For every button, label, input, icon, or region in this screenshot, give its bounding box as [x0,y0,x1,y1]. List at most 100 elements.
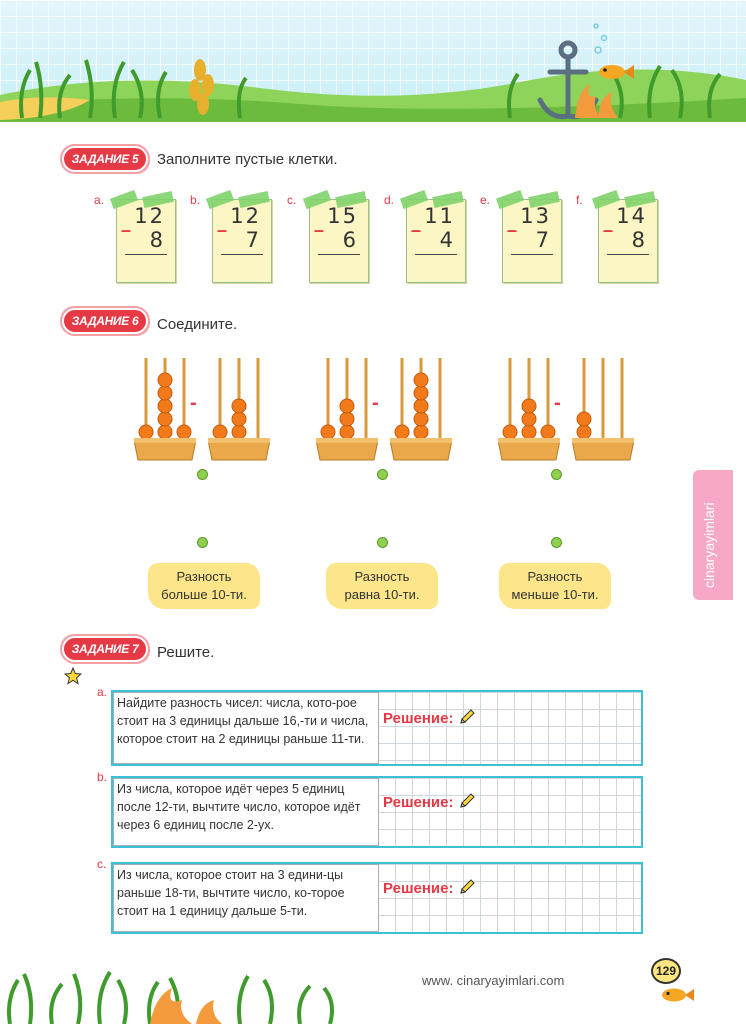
problem-label: c. [97,857,107,871]
solution-text: Решение: [383,794,454,811]
solution-label: Решение: [383,708,476,727]
abacus-bead [413,411,429,427]
difference-label-line: меньше 10-ти. [511,587,599,602]
minuend: 11 [424,204,455,228]
subtraction-card: –14 8 [591,189,658,283]
abacus-left [498,358,560,461]
solution-text: Решение: [383,710,454,727]
page-number: 129 [651,958,681,984]
abacus-bead [413,424,429,440]
abacus-bead [320,424,336,440]
pencil-icon [459,879,475,894]
minus-sign: – [314,220,325,240]
fish-icon [662,988,694,1002]
seabed-illustration [0,23,746,122]
abacus-bead [231,398,247,414]
difference-label-line: Разность [176,569,232,584]
difference-label[interactable]: Разность равна 10-ти. [326,563,438,609]
star-icon [64,667,82,685]
minus-sign: - [554,392,561,414]
problem-text: Из числа, которое стоит на 3 едини-цы ра… [117,868,345,918]
abacus-rod [144,358,148,440]
abacus-bead [502,424,518,440]
abacus-bead [231,411,247,427]
minuend: 13 [520,204,551,228]
minus-sign: – [507,220,518,240]
subtraction-card: –11 4 [399,189,466,283]
minuend: 12 [134,204,165,228]
connect-dot[interactable] [377,537,388,548]
abacus-rod [182,358,186,440]
abacus-rod [620,358,624,440]
difference-label[interactable]: Разность больше 10-ти. [148,563,260,609]
answer-grid[interactable] [378,778,641,846]
minuend: 14 [616,204,647,228]
task-instruction: Соедините. [157,316,238,333]
result-line [511,254,553,255]
problem-text: Найдите разность чисел: числа, кото-рое … [117,696,369,746]
solution-label: Решение: [383,792,476,811]
card-label: e. [480,193,491,207]
minus-sign: – [603,220,614,240]
connect-dot[interactable] [551,469,562,480]
publisher-side-tab: cinaryayimlari [693,470,733,600]
task-instruction: Заполните пустые клетки. [157,151,338,168]
result-line [318,254,360,255]
abacus-rod [326,358,330,440]
card-label: b. [190,193,201,207]
abacus-right [572,358,634,461]
difference-label-line: Разность [527,569,583,584]
pencil-icon [459,793,475,808]
card-label: c. [287,193,297,207]
minuend: 12 [230,204,261,228]
abacus-base-top [134,438,196,443]
connect-dot[interactable] [197,537,208,548]
abacus-bead [231,424,247,440]
fish-icon [599,65,634,79]
subtrahend: 6 [342,228,358,252]
abacus-rod [364,358,368,440]
result-line [607,254,649,255]
abacus-bead [413,385,429,401]
header-banner [0,0,746,122]
abacus-bead [212,424,228,440]
abacus-right [208,358,270,461]
minus-sign: – [217,220,228,240]
card-label: a. [94,193,105,207]
abacus-rod [508,358,512,440]
difference-label-line: равна 10-ти. [344,587,420,602]
abacus-base-top [390,438,452,443]
difference-label[interactable]: Разность меньше 10-ти. [499,563,611,609]
problem-label: a. [97,685,108,699]
abacus-left [316,358,378,461]
answer-grid[interactable] [378,864,641,932]
abacus-bead [157,398,173,414]
abacus-bead [157,424,173,440]
abacus-bead [339,411,355,427]
result-line [221,254,263,255]
connect-dot[interactable] [377,469,388,480]
website-url[interactable]: www. cinaryayimlari.com [422,973,565,988]
subtrahend: 8 [631,228,647,252]
task-badge: ЗАДАНИЕ 6 [60,306,150,336]
minus-sign: – [411,220,422,240]
publisher-handle: cinaryayimlari [701,502,717,588]
problem-box: Найдите разность чисел: числа, кото-рое … [111,690,643,766]
abacus-bead [157,372,173,388]
abacus-bead [521,411,537,427]
minus-sign: - [372,392,379,414]
abacus-bead [176,424,192,440]
abacus-rod [438,358,442,440]
answer-grid[interactable] [378,692,641,764]
connect-dot[interactable] [197,469,208,480]
subtraction-card: –12 8 [109,189,176,283]
abacus-rod [582,358,586,440]
subtrahend: 7 [245,228,261,252]
subtrahend: 8 [149,228,165,252]
problem-label: b. [97,770,108,784]
connect-dot[interactable] [551,537,562,548]
abacus-bead [576,424,592,440]
abacus-base-top [498,438,560,443]
abacus-bead [394,424,410,440]
subtrahend: 7 [535,228,551,252]
